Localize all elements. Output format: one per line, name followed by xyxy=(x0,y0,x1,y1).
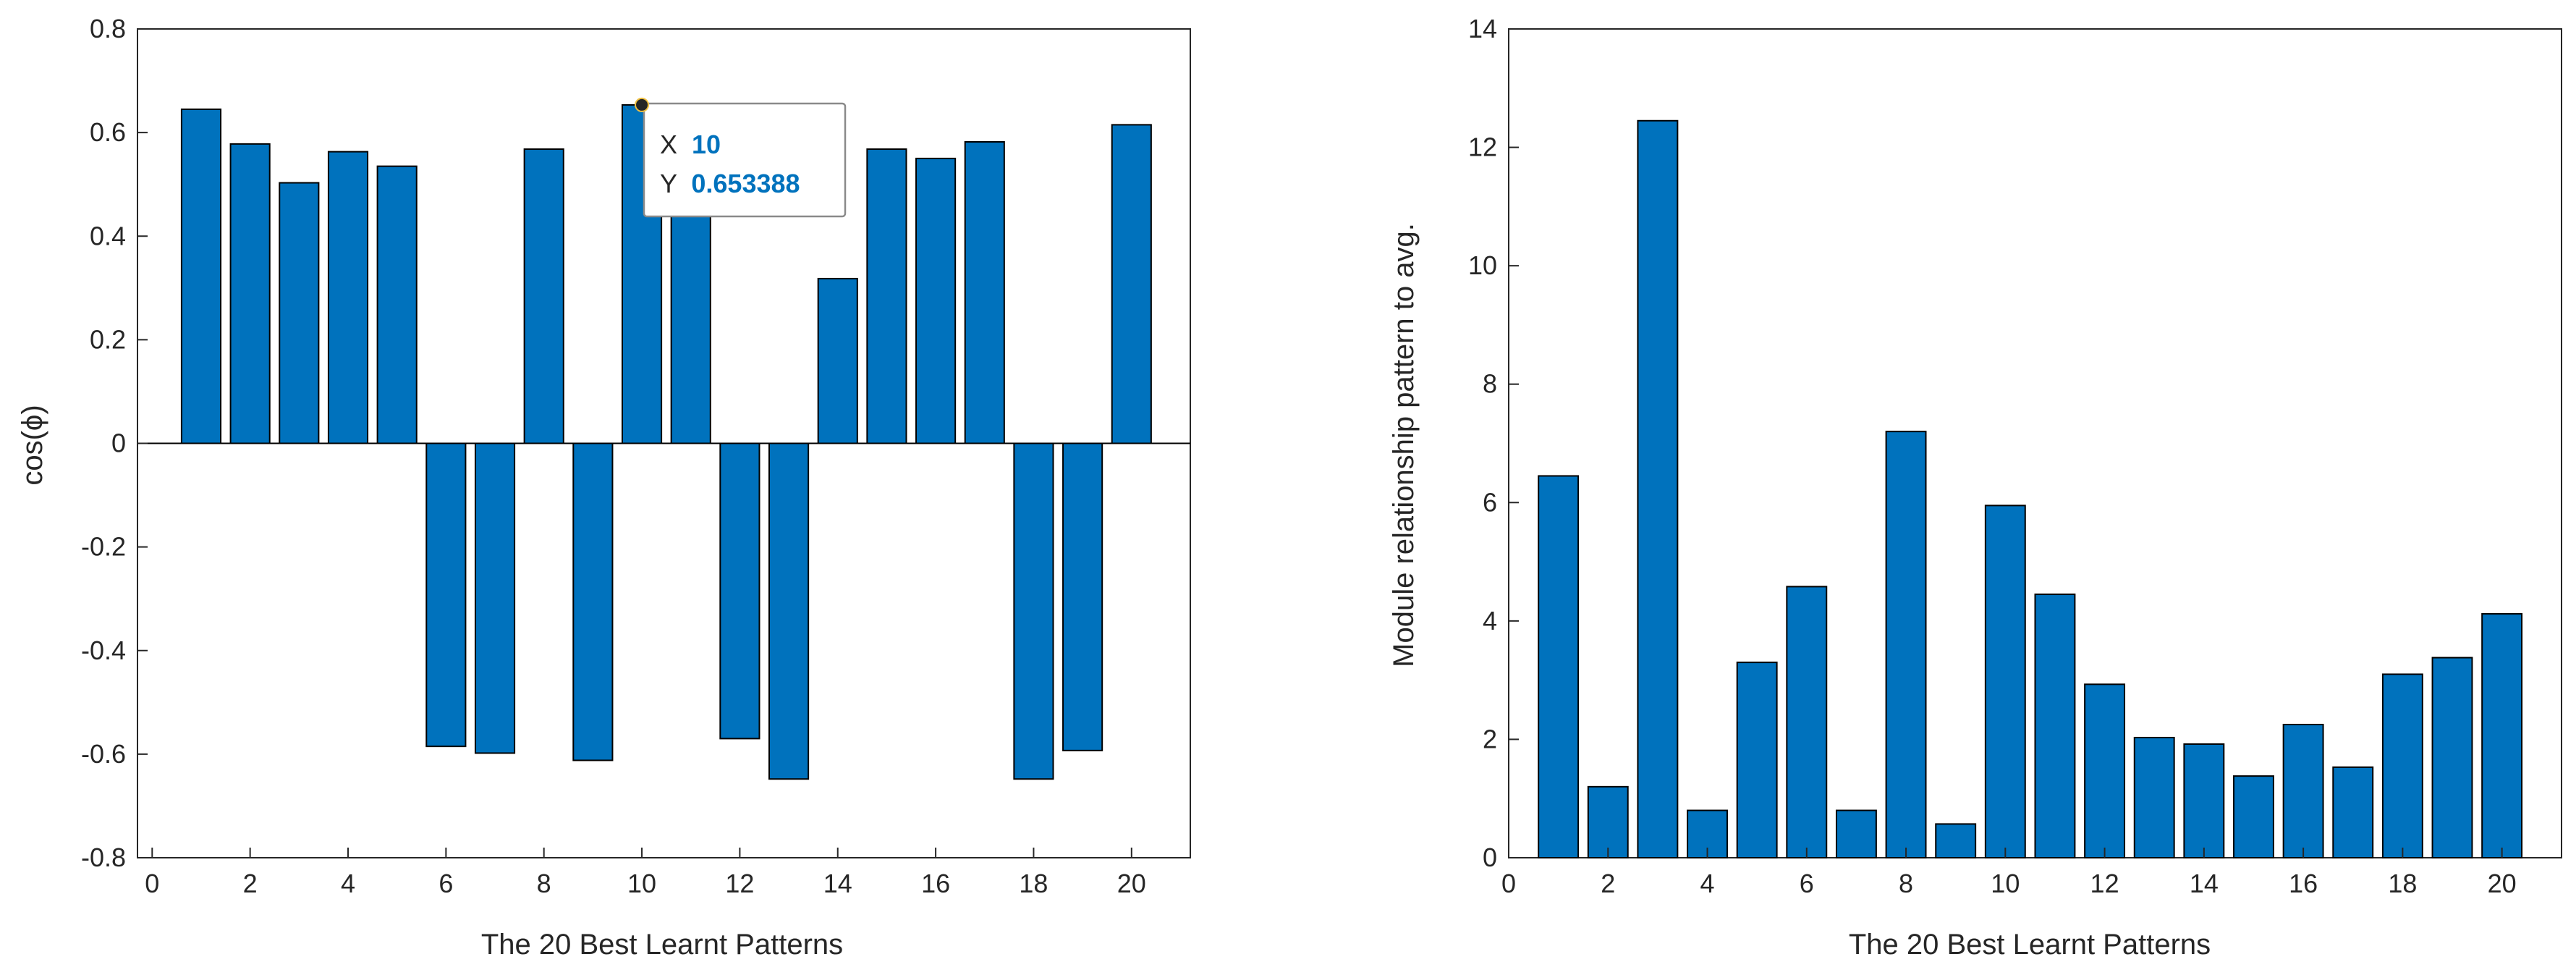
left-ytick-label: 0.8 xyxy=(90,14,126,43)
left-bar-9 xyxy=(572,442,614,761)
left-bar-13 xyxy=(768,442,810,780)
right-bar-11 xyxy=(2034,594,2076,859)
left-xtick-label: 18 xyxy=(1019,869,1048,898)
datatip-y-label: Y xyxy=(660,169,677,198)
left-xtick-label: 6 xyxy=(438,869,453,898)
right-ytick-label: 10 xyxy=(1468,250,1497,280)
right-xtick-label: 18 xyxy=(2388,869,2417,898)
left-xtick-label: 12 xyxy=(725,869,754,898)
right-bar-5 xyxy=(1736,662,1778,858)
right-bar-3 xyxy=(1637,119,1679,858)
right-xtick-label: 12 xyxy=(2090,869,2119,898)
right-bar-2 xyxy=(1587,785,1629,859)
left-xtick-label: 0 xyxy=(145,869,159,898)
right-xtick-label: 0 xyxy=(1501,869,1516,898)
svg-text:X 10: X 10 xyxy=(660,130,721,159)
left-xtick-label: 16 xyxy=(921,869,950,898)
left-bar-2 xyxy=(229,143,271,444)
left-bar-18 xyxy=(1013,442,1054,780)
left-y-axis-label: cos(ϕ) xyxy=(17,405,48,485)
right-bar-1 xyxy=(1538,475,1580,858)
left-bar-19 xyxy=(1062,442,1103,751)
chart-cos-phi: cos(ϕ) The 20 Best Learnt Patterns 0 2 4 6 8… xyxy=(17,14,1191,961)
right-xtick-label: 14 xyxy=(2190,869,2219,898)
datatip-box xyxy=(643,102,847,218)
left-xtick-label: 2 xyxy=(243,869,258,898)
datatip-y-value: 0.653388 xyxy=(691,169,800,198)
left-bar-1 xyxy=(180,108,222,444)
right-bar-17 xyxy=(2332,766,2374,858)
left-xtick-label: 4 xyxy=(341,869,355,898)
left-ytick-label: -0.2 xyxy=(81,532,126,562)
datatip-x-label: X xyxy=(660,130,677,159)
right-bar-12 xyxy=(2084,683,2126,858)
left-xtick-label: 20 xyxy=(1117,869,1146,898)
left-ytick-label: 0.2 xyxy=(90,324,126,354)
right-bar-20 xyxy=(2481,613,2523,858)
left-ytick-label: -0.6 xyxy=(81,739,126,769)
left-bar-14 xyxy=(817,277,858,444)
left-bar-16 xyxy=(915,157,957,444)
left-ytick-label: -0.4 xyxy=(81,636,126,665)
left-x-axis-label: The 20 Best Learnt Patterns xyxy=(481,929,843,961)
datatip-x-value: 10 xyxy=(692,130,721,159)
right-xtick-label: 20 xyxy=(2488,869,2517,898)
left-bar-20 xyxy=(1111,124,1152,444)
datatip[interactable]: X 10 Y 0.653388 xyxy=(635,97,847,218)
right-bar-6 xyxy=(1786,586,1828,859)
right-bar-8 xyxy=(1885,431,1927,858)
right-ytick-label: 6 xyxy=(1483,487,1497,517)
left-bar-12 xyxy=(719,442,760,740)
right-ytick-label: 14 xyxy=(1468,14,1497,43)
left-ytick-label: 0.6 xyxy=(90,117,126,147)
left-bar-5 xyxy=(376,165,418,444)
right-xtick-label: 2 xyxy=(1601,869,1615,898)
right-x-axis-label: The 20 Best Learnt Patterns xyxy=(1849,929,2211,961)
svg-text:Y 0.653388: Y 0.653388 xyxy=(660,169,800,198)
right-ytick-label: 4 xyxy=(1483,606,1497,636)
left-bar-4 xyxy=(327,151,369,444)
left-ytick-label: 0.4 xyxy=(90,221,126,250)
left-bar-17 xyxy=(964,141,1005,444)
right-ytick-label: 12 xyxy=(1468,132,1497,162)
left-bar-3 xyxy=(279,182,320,444)
left-xtick-label: 8 xyxy=(537,869,551,898)
left-ytick-label: 0 xyxy=(111,429,126,458)
right-xtick-label: 8 xyxy=(1899,869,1913,898)
right-bar-10 xyxy=(1984,505,2026,858)
left-xtick-label: 14 xyxy=(823,869,852,898)
right-xtick-label: 10 xyxy=(1991,869,2020,898)
left-bar-8 xyxy=(523,148,564,444)
right-xtick-label: 4 xyxy=(1700,869,1715,898)
right-y-axis-label: Module relationship pattern to avg. xyxy=(1388,223,1420,667)
right-bar-15 xyxy=(2233,775,2274,859)
left-ytick-label: -0.8 xyxy=(81,843,126,872)
chart-module-relationship: Module relationship pattern to avg. The … xyxy=(1388,14,2562,961)
right-bar-9 xyxy=(1935,823,1977,859)
left-bar-6 xyxy=(425,442,467,748)
right-ytick-label: 8 xyxy=(1483,369,1497,399)
right-bar-19 xyxy=(2431,657,2473,858)
right-bar-18 xyxy=(2381,673,2423,859)
right-ytick-label: 2 xyxy=(1483,724,1497,754)
right-bar-16 xyxy=(2282,723,2324,858)
datatip-marker[interactable] xyxy=(635,97,650,112)
right-ytick-label: 0 xyxy=(1483,843,1497,872)
left-xtick-label: 10 xyxy=(627,869,656,898)
right-xtick-label: 16 xyxy=(2289,869,2318,898)
right-bar-14 xyxy=(2183,743,2225,858)
left-bar-15 xyxy=(866,148,907,444)
right-bar-7 xyxy=(1835,809,1877,858)
right-xtick-label: 6 xyxy=(1800,869,1814,898)
left-bar-7 xyxy=(474,442,516,754)
right-bar-13 xyxy=(2133,736,2175,858)
